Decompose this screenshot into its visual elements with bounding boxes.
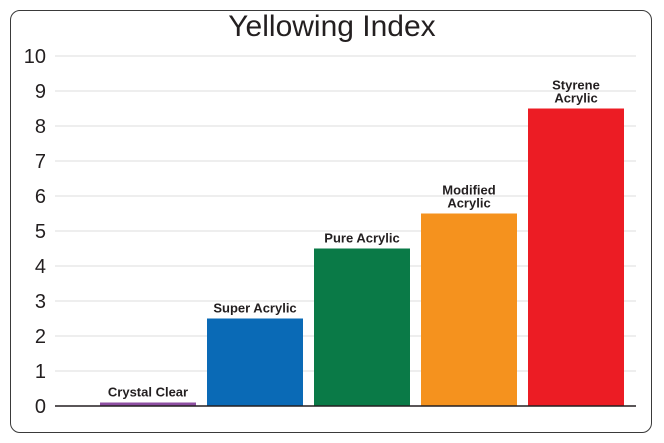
y-tick-label: 0 (35, 396, 46, 418)
y-tick-label: 3 (35, 291, 46, 313)
bar (207, 318, 303, 406)
bar-labels: Crystal Clear Super Acrylic Pure Acrylic Mo… (108, 78, 600, 400)
y-tick-label: 5 (35, 221, 46, 243)
bars (100, 108, 624, 406)
bar (100, 402, 196, 406)
bar-label: Acrylic (554, 91, 597, 106)
chart-title: Yellowing Index (228, 10, 436, 43)
bar (314, 248, 410, 406)
bar (528, 108, 624, 406)
y-tick-label: 10 (24, 46, 46, 68)
bar-label: Acrylic (447, 196, 490, 211)
bar-label: Modified (442, 183, 495, 198)
bar-label: Styrene (552, 78, 600, 93)
bar-label: Super Acrylic (213, 301, 296, 316)
y-tick-label: 1 (35, 361, 46, 383)
y-tick-label: 6 (35, 186, 46, 208)
y-tick-label: 8 (35, 116, 46, 138)
y-tick-label: 9 (35, 81, 46, 103)
y-tick-label: 4 (35, 256, 46, 278)
y-tick-labels: 0 1 2 3 4 5 6 7 8 9 10 (24, 46, 46, 418)
y-tick-label: 7 (35, 151, 46, 173)
bar-label: Crystal Clear (108, 385, 188, 400)
y-tick-label: 2 (35, 326, 46, 348)
bar (421, 213, 517, 406)
bar-label: Pure Acrylic (324, 231, 399, 246)
